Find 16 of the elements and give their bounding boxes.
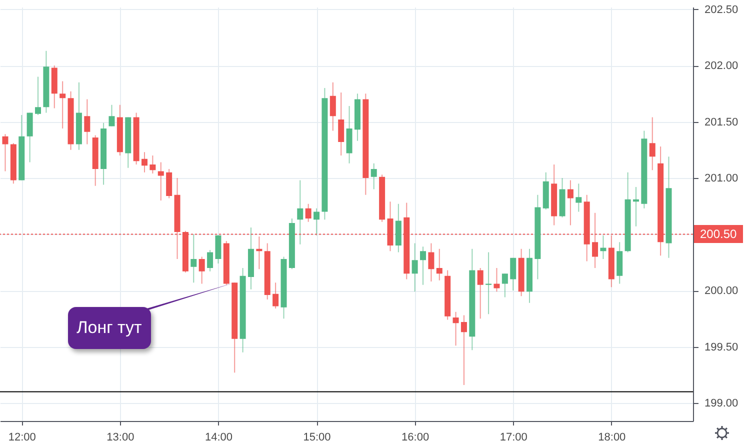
x-tick-label: 18:00 [598,432,626,444]
x-tick-label: 12:00 [8,432,36,444]
annotation: Лонг тут [68,306,151,349]
y-tick-label: 202.50 [704,4,738,16]
x-tick-label: 17:00 [500,432,528,444]
y-tick-label: 200.00 [704,285,738,297]
x-tick-label: 15:00 [303,432,331,444]
y-tick-label: 201.50 [704,116,738,128]
y-tick-label: 201.00 [704,172,738,184]
x-tick-label: 13:00 [106,432,134,444]
y-tick-label: 199.50 [704,341,738,354]
y-tick-label: 199.00 [704,398,738,410]
y-tick-label: 202.00 [704,60,738,72]
x-tick-label: 16:00 [402,432,430,444]
x-tick-label: 14:00 [204,432,232,444]
ref-line-label: 200.50 [694,225,743,244]
